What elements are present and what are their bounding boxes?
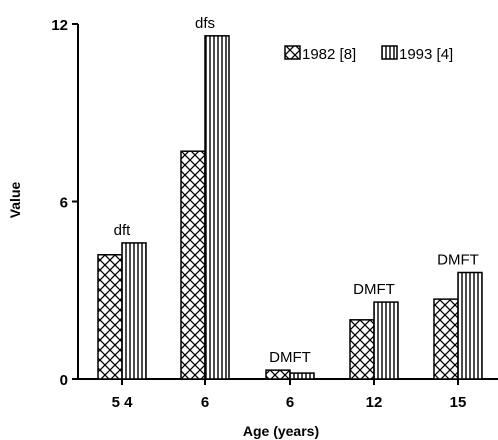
labels: dft dfs DMFT DMFT DMFT xyxy=(114,15,479,366)
x-axis-title: Age (years) xyxy=(243,423,319,439)
bar xyxy=(180,150,206,380)
bar xyxy=(349,319,375,380)
y-tick-label: 12 xyxy=(51,17,68,34)
y-tick-label: 0 xyxy=(60,372,68,389)
bar xyxy=(97,254,123,380)
y-axis-title: Value xyxy=(7,182,23,219)
bar-group-label: DMFT xyxy=(353,281,395,298)
x-tick-label: 5 4 xyxy=(112,394,134,411)
bar xyxy=(457,271,483,380)
bar-group-label: DMFT xyxy=(269,349,311,366)
legend-swatch xyxy=(381,45,398,60)
legend-label: 1982 [8] xyxy=(302,46,356,63)
y-tick-label: 6 xyxy=(60,195,68,212)
legend: 1982 [8] 1993 [4] xyxy=(284,45,453,63)
bar-group-label: DMFT xyxy=(437,252,479,269)
bar xyxy=(433,298,459,380)
bar xyxy=(204,35,230,380)
bar-group-label: dfs xyxy=(195,15,215,32)
bar xyxy=(121,242,147,380)
legend-label: 1993 [4] xyxy=(399,46,453,63)
axes: 0 6 12 5 4 6 6 12 15 xyxy=(51,17,498,411)
legend-swatch xyxy=(284,45,301,60)
x-tick-label: 15 xyxy=(450,394,467,411)
bar xyxy=(373,301,399,380)
x-tick-label: 12 xyxy=(366,394,383,411)
bar xyxy=(265,369,291,380)
bar xyxy=(289,372,315,380)
bars xyxy=(97,35,483,380)
bar-group-label: dft xyxy=(114,222,132,239)
x-tick-label: 6 xyxy=(286,394,294,411)
x-tick-label: 6 xyxy=(201,394,209,411)
